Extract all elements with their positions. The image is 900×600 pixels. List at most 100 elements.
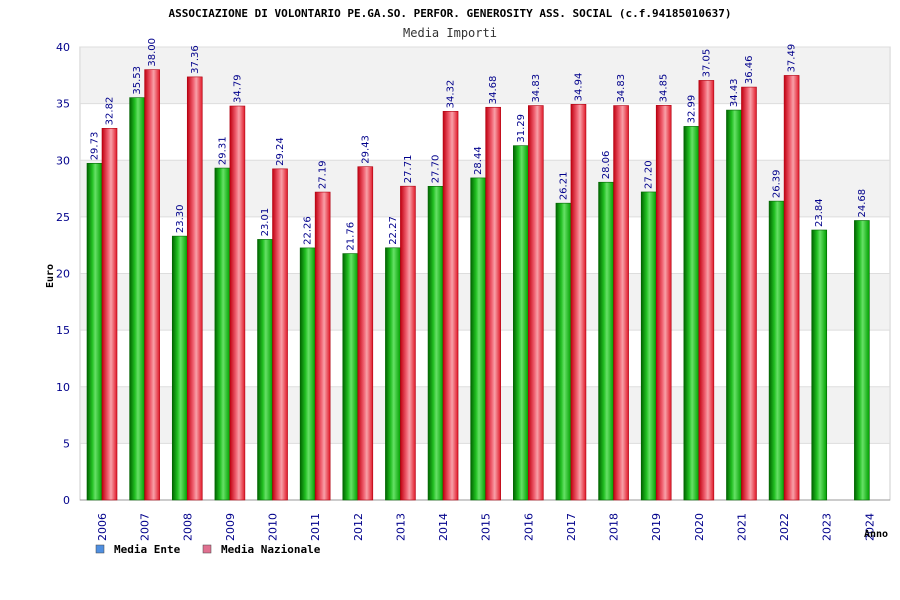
bars	[86, 69, 870, 501]
data-label: 23.01	[260, 208, 271, 237]
x-tick-label: 2012	[352, 513, 365, 541]
bar-media-ente	[555, 202, 572, 501]
data-label: 37.36	[190, 45, 201, 74]
data-label: 27.70	[431, 155, 442, 184]
y-tick-label: 10	[56, 381, 70, 394]
data-label: 36.46	[744, 55, 755, 84]
bar-media-nazionale	[144, 69, 160, 501]
data-label: 32.99	[686, 95, 697, 124]
bar-media-nazionale	[570, 104, 587, 501]
data-label: 29.43	[360, 135, 371, 164]
data-label: 28.06	[601, 151, 612, 180]
data-label: 37.49	[787, 44, 798, 73]
x-axis-label: Anno	[864, 529, 888, 540]
data-label: 35.53	[132, 66, 143, 95]
data-label: 29.31	[217, 136, 228, 165]
chart-title: ASSOCIAZIONE DI VOLONTARIO PE.GA.SO. PER…	[169, 7, 732, 20]
data-label: 37.05	[701, 49, 712, 78]
bar-media-ente	[640, 191, 657, 501]
value-labels: 29.73 32.82 35.53 38.00 23.30 37.36 29.31 34.79…	[90, 38, 868, 251]
bar-media-nazionale	[101, 128, 118, 501]
bar-media-nazionale	[655, 105, 672, 501]
x-tick-label: 2013	[394, 513, 407, 541]
bar-media-ente	[214, 167, 231, 501]
data-label: 23.30	[175, 204, 186, 233]
bar-media-nazionale	[528, 105, 544, 501]
data-label: 34.32	[446, 80, 457, 109]
bar-media-ente	[257, 239, 273, 501]
chart-subtitle: Media Importi	[403, 26, 497, 40]
bar-media-nazionale	[272, 168, 288, 501]
y-tick-label: 25	[56, 211, 70, 224]
legend-label-media-nazionale: Media Nazionale	[221, 543, 321, 556]
data-label: 31.29	[516, 114, 527, 143]
y-tick-label: 15	[56, 324, 70, 337]
x-tick-label: 2009	[224, 513, 237, 541]
bar-media-ente	[86, 163, 103, 501]
bar-media-nazionale	[485, 106, 501, 501]
x-tick-label: 2011	[309, 513, 322, 541]
data-label: 34.79	[232, 74, 243, 103]
y-tick-label: 30	[56, 154, 70, 167]
bar-media-ente	[683, 126, 700, 501]
bar-media-ente	[385, 247, 401, 501]
data-label: 34.94	[573, 73, 584, 102]
x-tick-label: 2008	[181, 513, 194, 541]
x-tick-label: 2006	[96, 513, 109, 541]
data-label: 27.20	[644, 160, 655, 189]
data-label: 29.73	[90, 132, 101, 161]
bar-media-ente	[171, 235, 188, 501]
bar-media-ente	[299, 247, 316, 501]
data-label: 34.68	[488, 76, 499, 105]
y-axis-ticks: 0 5 10 15 20 25 30 35 40	[56, 41, 70, 507]
data-label: 34.83	[531, 74, 542, 103]
data-label: 22.27	[388, 216, 399, 245]
x-tick-label: 2010	[267, 513, 280, 541]
bar-media-ente	[854, 220, 870, 501]
y-tick-label: 40	[56, 41, 70, 54]
bar-media-nazionale	[613, 105, 629, 501]
bar-media-nazionale	[698, 80, 715, 501]
bar-media-nazionale	[400, 185, 416, 501]
legend-swatch-media-nazionale	[202, 544, 212, 554]
data-label: 38.00	[147, 38, 158, 67]
bar-media-nazionale	[229, 105, 246, 501]
x-tick-label: 2023	[821, 513, 834, 541]
bar-media-ente	[726, 109, 742, 501]
y-tick-label: 35	[56, 98, 70, 111]
bar-media-ente	[598, 181, 614, 501]
bar-media-ente	[513, 145, 529, 501]
data-label: 29.24	[275, 137, 286, 166]
data-label: 27.71	[403, 155, 414, 184]
data-label: 24.68	[857, 189, 868, 218]
bar-media-nazionale	[314, 191, 331, 501]
x-tick-label: 2015	[480, 513, 493, 541]
data-label: 34.43	[729, 78, 740, 107]
x-tick-label: 2007	[139, 513, 152, 541]
legend-label-media-ente: Media Ente	[114, 543, 181, 556]
legend: Media Ente Media Nazionale	[95, 543, 321, 556]
bar-media-ente	[768, 200, 785, 501]
x-tick-label: 2014	[437, 513, 450, 541]
y-axis-label: Euro	[45, 264, 56, 288]
bar-media-ente	[427, 185, 444, 501]
x-tick-label: 2024	[863, 513, 876, 541]
x-tick-label: 2017	[565, 513, 578, 541]
data-label: 34.83	[616, 74, 627, 103]
x-tick-label: 2016	[522, 513, 535, 541]
x-tick-label: 2020	[693, 513, 706, 541]
y-tick-label: 20	[56, 268, 70, 281]
data-label: 26.21	[558, 172, 569, 201]
data-label: 34.85	[659, 74, 670, 103]
bar-media-ente	[811, 229, 828, 501]
data-label: 23.84	[814, 198, 825, 227]
data-label: 26.39	[772, 169, 783, 198]
bar-media-ente	[470, 177, 486, 501]
data-label: 22.26	[303, 216, 314, 245]
y-tick-label: 5	[63, 437, 70, 450]
legend-swatch-media-ente	[95, 544, 105, 554]
bar-media-ente	[129, 97, 145, 501]
y-tick-label: 0	[63, 494, 70, 507]
x-tick-label: 2018	[608, 513, 621, 541]
